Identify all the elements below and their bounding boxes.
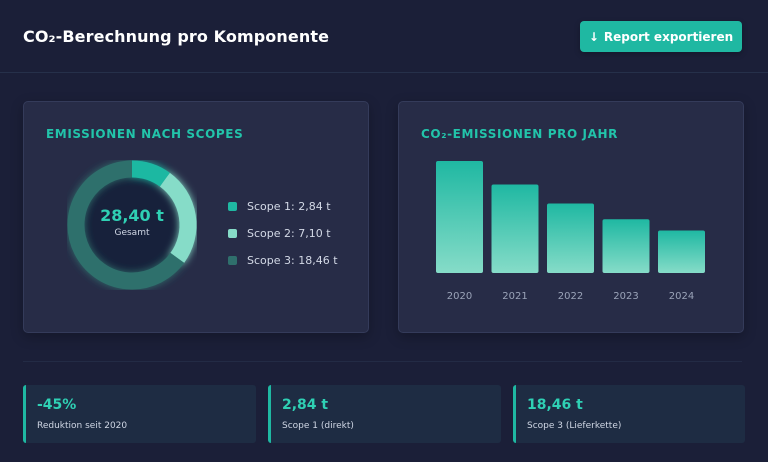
scope-legend: Scope 1: 2,84 t Scope 2: 7,10 t Scope 3:… <box>228 193 338 274</box>
bar-2024 <box>658 230 705 273</box>
page-title: CO₂-Berechnung pro Komponente <box>23 27 330 46</box>
emissions-by-scope-card: EMISSIONEN NACH SCOPES 28,40 t Gesamt Sc… <box>23 101 369 333</box>
legend-item-scope-3: Scope 3: 18,46 t <box>228 247 338 274</box>
donut-hole <box>84 177 180 273</box>
scopes-card-title: EMISSIONEN NACH SCOPES <box>46 127 244 141</box>
legend-swatch-scope-2 <box>228 229 237 238</box>
bar-2023 <box>602 219 650 273</box>
bar-label-2023: 2023 <box>613 291 638 302</box>
bar-2021 <box>491 184 539 273</box>
legend-swatch-scope-1 <box>228 202 237 211</box>
donut-center: 28,40 t Gesamt <box>67 160 197 290</box>
stat-value-reduction: -45% <box>37 397 77 413</box>
donut-slice-scope-1 <box>131 160 170 187</box>
stat-label-scope-1: Scope 1 (direkt) <box>282 421 354 431</box>
legend-label-scope-1: Scope 1: 2,84 t <box>247 200 331 213</box>
total-emissions-caption: Gesamt <box>114 228 150 238</box>
legend-item-scope-2: Scope 2: 7,10 t <box>228 220 338 247</box>
stat-card-scope-3: 18,46 t Scope 3 (Lieferkette) <box>513 385 745 443</box>
stat-label-scope-3: Scope 3 (Lieferkette) <box>527 421 622 431</box>
stat-value-scope-3: 18,46 t <box>527 397 583 413</box>
stat-label-reduction: Reduktion seit 2020 <box>37 421 128 431</box>
yearly-emissions-bar-chart: 2020 2021 2022 2023 2024 <box>436 161 705 302</box>
bar-2022 <box>547 203 594 273</box>
bar-2020 <box>436 161 483 273</box>
years-card-title: CO₂-EMISSIONEN PRO JAHR <box>421 127 618 141</box>
donut-slice-scope-2 <box>159 172 197 263</box>
donut-slice-scope-3 <box>67 160 185 290</box>
scope-donut-chart: 28,40 t Gesamt <box>67 160 197 290</box>
stat-value-scope-1: 2,84 t <box>282 397 329 413</box>
bar-label-2021: 2021 <box>502 291 527 302</box>
legend-label-scope-3: Scope 3: 18,46 t <box>247 254 338 267</box>
emissions-per-year-card: CO₂-EMISSIONEN PRO JAHR 2020 2021 2022 2023… <box>398 101 744 333</box>
section-divider <box>23 361 742 362</box>
export-report-button[interactable]: ↓ Report exportieren <box>580 21 742 52</box>
legend-label-scope-2: Scope 2: 7,10 t <box>247 227 331 240</box>
download-arrow-icon: ↓ <box>588 29 599 44</box>
stat-card-reduction: -45% Reduktion seit 2020 <box>23 385 256 443</box>
total-emissions-value: 28,40 t <box>100 206 164 225</box>
bar-label-2020: 2020 <box>447 291 472 302</box>
export-report-label: Report exportieren <box>603 29 734 44</box>
bar-label-2022: 2022 <box>558 291 583 302</box>
stat-card-scope-1: 2,84 t Scope 1 (direkt) <box>268 385 501 443</box>
scope-donut-svg <box>67 160 197 290</box>
bar-label-2024: 2024 <box>669 291 694 302</box>
legend-swatch-scope-3 <box>228 256 237 265</box>
page-header: CO₂-Berechnung pro Komponente ↓ Report e… <box>0 0 768 73</box>
legend-item-scope-1: Scope 1: 2,84 t <box>228 193 338 220</box>
